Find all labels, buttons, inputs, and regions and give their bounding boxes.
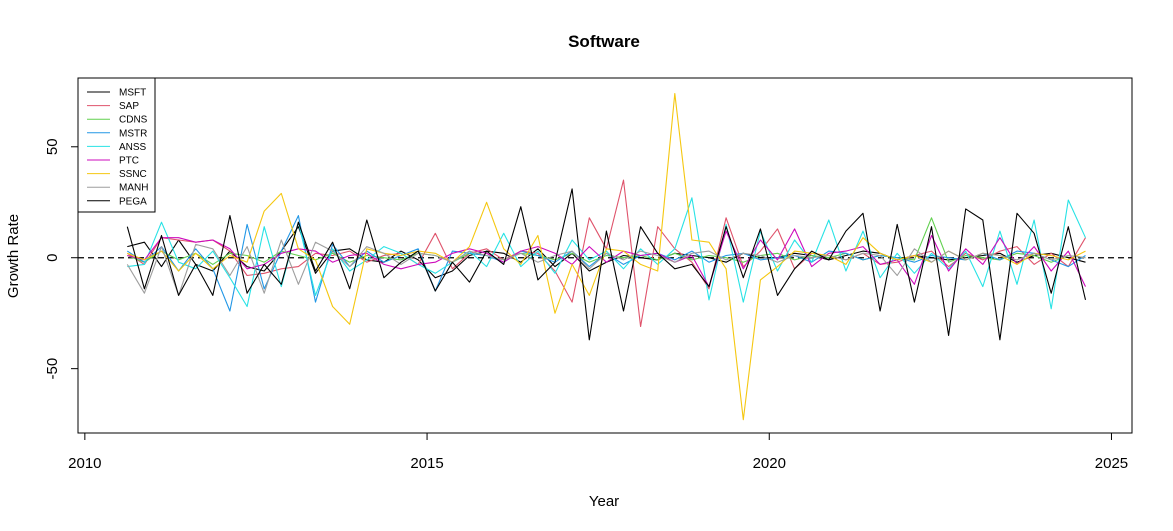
legend-label-ssnc: SSNC [119,169,147,180]
legend-label-ptc: PTC [119,156,139,167]
y-tick-label: 50 [44,138,61,155]
x-tick-label: 2020 [753,455,786,472]
y-tick-label: 0 [44,254,61,262]
series-line-pega [126,188,1087,341]
legend-label-anss: ANSS [119,142,147,153]
legend-label-msft: MSFT [119,88,146,99]
y-tick-label: -50 [44,358,61,380]
legend-label-mstr: MSTR [119,128,147,139]
y-axis: 50 0 -50 [44,138,79,380]
legend-label-sap: SAP [119,101,139,112]
x-tick-label: 2025 [1095,455,1128,472]
series-line-ssnc [127,92,1086,421]
legend: MSFT SAP CDNS MSTR ANSS PTC SSNC MANH PEGA [77,77,156,213]
x-tick-label: 2015 [410,455,443,472]
legend-box [77,77,156,213]
series-line-cdns [127,217,1086,265]
x-tick-label: 2010 [68,455,101,472]
x-axis: 2010 2015 2020 2025 [68,432,1128,472]
y-axis-label: Growth Rate [5,214,22,298]
legend-label-pega: PEGA [119,196,147,207]
chart-title: Software [568,32,640,51]
legend-label-cdns: CDNS [119,115,148,126]
legend-label-manh: MANH [119,183,148,194]
series-layer [126,92,1087,421]
x-axis-label: Year [589,493,619,510]
series-line-manh [126,239,1086,296]
